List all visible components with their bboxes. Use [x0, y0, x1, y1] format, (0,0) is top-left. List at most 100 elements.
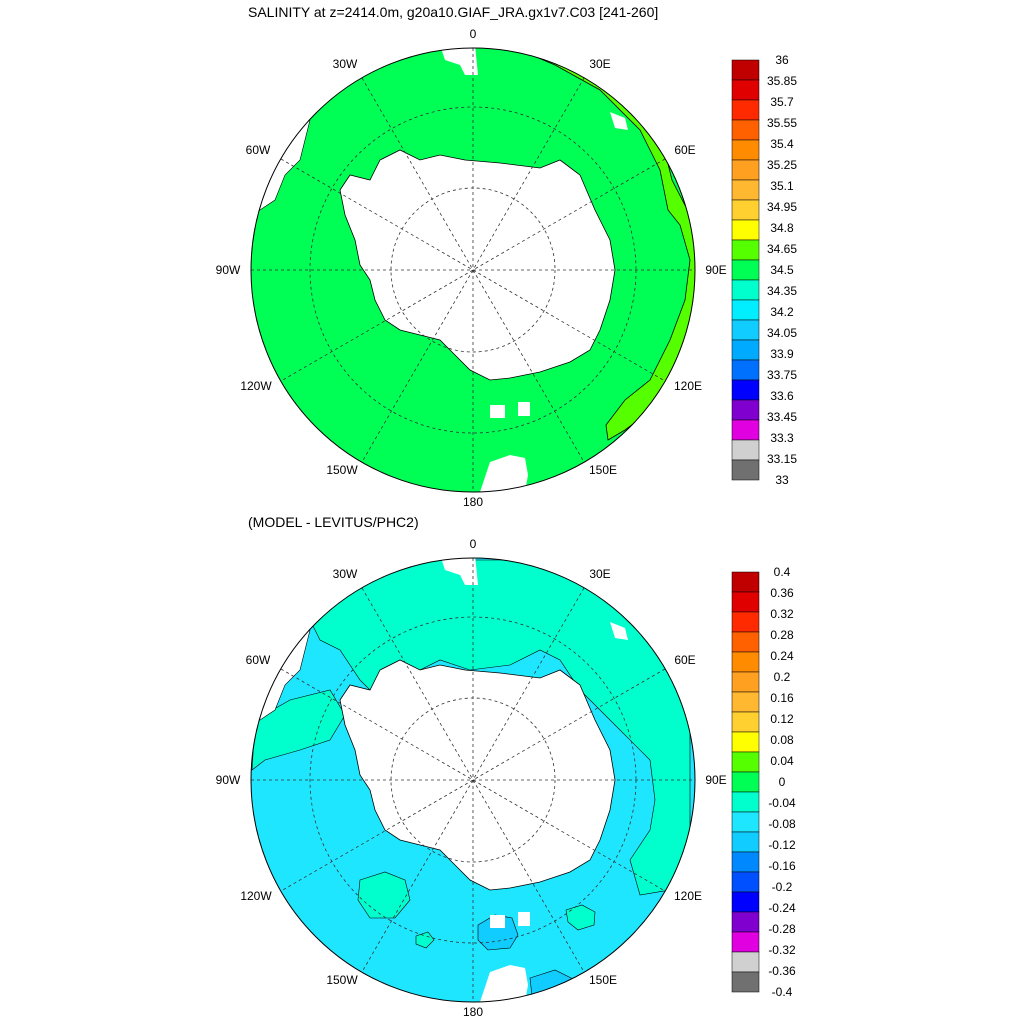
colorbar-swatch [731, 631, 760, 653]
colorbar-label: 0.04 [770, 754, 794, 768]
panel2-graticule [251, 558, 695, 1002]
colorbar-swatch [731, 811, 760, 833]
longitude-label: 150E [589, 973, 617, 987]
colorbar-label: 33.3 [770, 431, 794, 445]
panel2-title: (MODEL - LEVITUS/PHC2) [248, 514, 419, 530]
longitude-label: 90W [216, 263, 241, 277]
longitude-label: 60E [674, 653, 695, 667]
longitude-label: 90E [705, 263, 726, 277]
longitude-label: 90E [705, 773, 726, 787]
colorbar-label: 0.12 [770, 712, 794, 726]
colorbar-swatch [731, 971, 760, 993]
colorbar-swatch [731, 419, 760, 441]
longitude-label: 30W [333, 567, 358, 581]
colorbar-swatch [731, 139, 760, 161]
colorbar-swatch [731, 199, 760, 221]
panel1-mask-b [518, 402, 530, 416]
colorbar-swatch [731, 219, 760, 241]
colorbar-label: 0.2 [774, 670, 791, 684]
colorbar-label: 0.36 [770, 586, 794, 600]
colorbar-swatch [731, 911, 760, 933]
colorbar-swatch [731, 99, 760, 121]
longitude-label: 0 [470, 27, 477, 41]
colorbar-label: 0 [779, 775, 786, 789]
colorbar-label: 35.25 [767, 158, 797, 172]
colorbar-swatch [731, 379, 760, 401]
colorbar-label: 0.4 [774, 565, 791, 579]
colorbar-label: 35.7 [770, 95, 794, 109]
colorbar-label: -0.16 [768, 859, 796, 873]
colorbar-swatch [731, 319, 760, 341]
longitude-label: 60W [246, 143, 271, 157]
longitude-label: 180 [463, 495, 483, 509]
panel2-land-patch-ne [610, 622, 628, 640]
colorbar-swatch [731, 951, 760, 973]
panel1-land-patch-ne [610, 112, 628, 130]
colorbar-swatch [731, 671, 760, 693]
panel1-land-nz [480, 455, 528, 492]
panel2-longitude-labels: 0 30E 60E 90E 120E 150E 180 150W 120W 90W 60W 30W [216, 537, 727, 1019]
colorbar-swatch [731, 891, 760, 913]
colorbar-label: 35.4 [770, 137, 794, 151]
colorbar-label: -0.08 [768, 817, 796, 831]
longitude-label: 120E [674, 889, 702, 903]
panel2-anomaly-small [415, 931, 435, 949]
colorbar-swatch [731, 771, 760, 793]
longitude-label: 60W [246, 653, 271, 667]
colorbar-swatch [731, 571, 760, 593]
colorbar-swatch [731, 691, 760, 713]
panel2-land-nz [480, 965, 528, 1002]
longitude-label: 150E [589, 463, 617, 477]
colorbar-swatch [731, 119, 760, 141]
colorbar-swatch [731, 279, 760, 301]
panel2-anomaly-s [565, 904, 596, 931]
colorbar-swatch [731, 339, 760, 361]
longitude-label: 150W [326, 463, 358, 477]
panel2-antarctica [339, 659, 616, 891]
longitude-label: 180 [463, 1005, 483, 1019]
panel2-mask-b [518, 912, 530, 926]
panel1-longitude-labels: 0 30E 60E 90E 120E 150E 180 150W 120W 90W 60W 30W [216, 27, 727, 509]
longitude-label: 30E [589, 567, 610, 581]
colorbar-label: 0.16 [770, 691, 794, 705]
panel2-map [250, 557, 696, 1003]
colorbar-swatch [731, 651, 760, 673]
longitude-label: 0 [470, 537, 477, 551]
colorbar-label: 0.08 [770, 733, 794, 747]
colorbar-swatch [731, 731, 760, 753]
colorbar-label: 35.1 [770, 179, 794, 193]
longitude-label: 30E [589, 57, 610, 71]
colorbar-label: -0.32 [768, 943, 796, 957]
colorbar-swatch [731, 611, 760, 633]
colorbar-label: 33.9 [770, 347, 794, 361]
colorbar-swatch [731, 159, 760, 181]
panel2-land-patch-north [440, 558, 478, 585]
longitude-label: 60E [674, 143, 695, 157]
colorbar-label: -0.28 [768, 922, 796, 936]
panel2-map-border [250, 557, 696, 1003]
colorbar-swatch [731, 259, 760, 281]
colorbar-swatch [731, 439, 760, 461]
colorbar-swatch [731, 591, 760, 613]
colorbar-label: 34.05 [767, 326, 797, 340]
colorbar-label: 35.55 [767, 116, 797, 130]
colorbar-swatch [731, 239, 760, 261]
colorbar-swatch [731, 359, 760, 381]
panel2-colorbar: 0.4 0.36 0.32 0.28 0.24 0.2 0.16 0.12 0.08 0.04 0 -… [731, 565, 796, 999]
colorbar-label: -0.12 [768, 838, 796, 852]
longitude-label: 30W [333, 57, 358, 71]
panel1-title: SALINITY at z=2414.0m, g20a10.GIAF_JRA.g… [248, 4, 659, 20]
colorbar-label: 34.95 [767, 200, 797, 214]
panel1-antarctica [339, 149, 616, 381]
panel2-anomaly-sw [357, 871, 411, 919]
panel1-graticule [251, 48, 695, 492]
panel2-mask-a [490, 915, 505, 928]
colorbar-label: 33.15 [767, 452, 797, 466]
colorbar-label: -0.36 [768, 964, 796, 978]
colorbar-label: 0.24 [770, 649, 794, 663]
colorbar-swatch [731, 851, 760, 873]
colorbar-swatch [731, 751, 760, 773]
colorbar-swatch [731, 711, 760, 733]
colorbar-label: -0.4 [772, 985, 793, 999]
